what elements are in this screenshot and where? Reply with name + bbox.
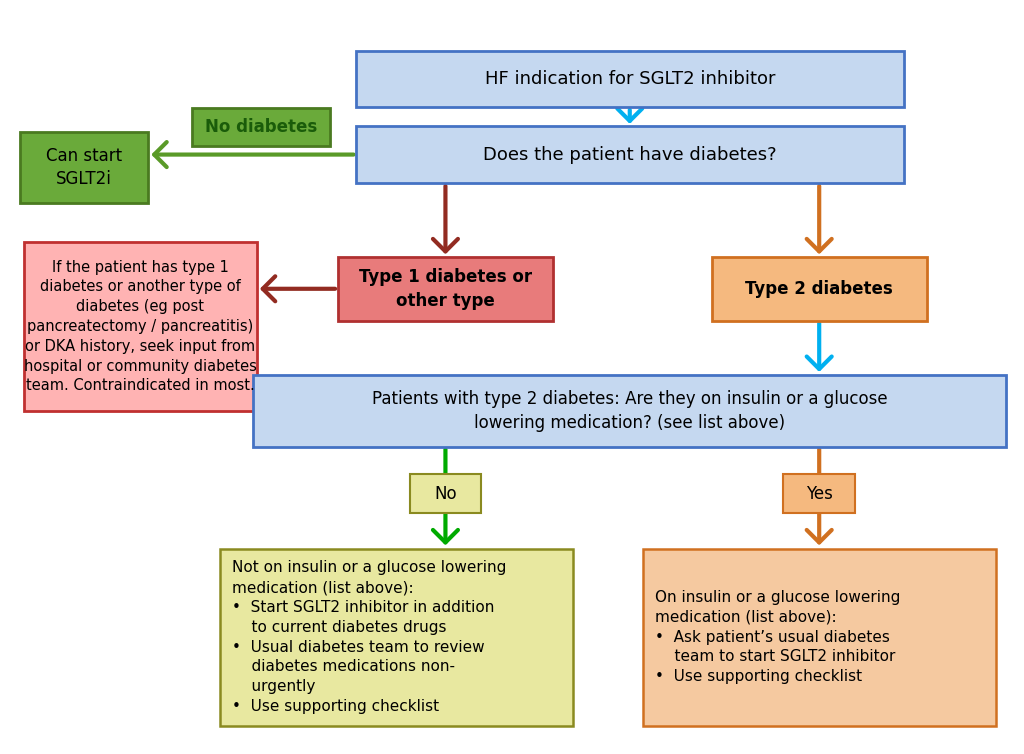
Text: No: No: [434, 485, 457, 503]
Text: Patients with type 2 diabetes: Are they on insulin or a glucose
lowering medicat: Patients with type 2 diabetes: Are they …: [372, 390, 888, 432]
FancyBboxPatch shape: [783, 474, 855, 513]
FancyBboxPatch shape: [356, 126, 904, 182]
FancyBboxPatch shape: [24, 242, 257, 412]
FancyBboxPatch shape: [338, 256, 553, 321]
Text: Yes: Yes: [806, 485, 833, 503]
FancyBboxPatch shape: [356, 51, 904, 107]
Text: Type 1 diabetes or
other type: Type 1 diabetes or other type: [358, 268, 532, 310]
Text: Not on insulin or a glucose lowering
medication (list above):
•  Start SGLT2 inh: Not on insulin or a glucose lowering med…: [232, 560, 506, 714]
FancyBboxPatch shape: [254, 375, 1006, 446]
Text: On insulin or a glucose lowering
medication (list above):
•  Ask patient’s usual: On insulin or a glucose lowering medicat…: [655, 590, 900, 684]
FancyBboxPatch shape: [410, 474, 481, 513]
FancyBboxPatch shape: [712, 256, 927, 321]
Text: Can start
SGLT2i: Can start SGLT2i: [46, 146, 122, 188]
Text: HF indication for SGLT2 inhibitor: HF indication for SGLT2 inhibitor: [484, 70, 775, 88]
FancyBboxPatch shape: [193, 108, 330, 146]
Text: If the patient has type 1
diabetes or another type of
diabetes (eg post
pancreat: If the patient has type 1 diabetes or an…: [24, 259, 257, 394]
FancyBboxPatch shape: [220, 549, 573, 725]
FancyBboxPatch shape: [20, 131, 148, 203]
Text: No diabetes: No diabetes: [205, 118, 317, 136]
Text: Does the patient have diabetes?: Does the patient have diabetes?: [483, 146, 776, 164]
FancyBboxPatch shape: [643, 549, 995, 725]
Text: Type 2 diabetes: Type 2 diabetes: [745, 280, 893, 298]
